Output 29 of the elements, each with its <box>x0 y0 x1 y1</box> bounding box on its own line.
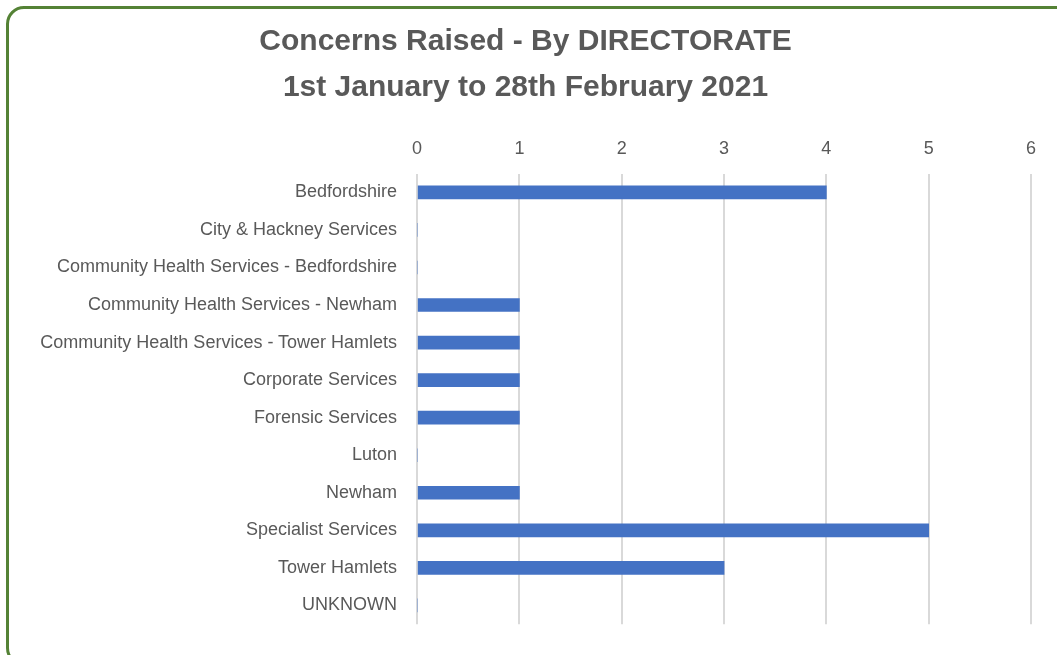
y-tick-label: Luton <box>352 444 398 465</box>
y-tick-label: Specialist Services <box>246 519 398 540</box>
bar <box>417 410 520 425</box>
y-tick-label: City & Hackney Services <box>200 218 398 239</box>
x-tick-label: 0 <box>412 137 423 158</box>
y-tick-label: UNKNOWN <box>302 594 398 615</box>
x-tick-label: 6 <box>1025 137 1037 158</box>
chart-subtitle: 1st January to 28th February 2021 <box>282 69 769 103</box>
bar <box>417 335 520 350</box>
y-tick-label: Bedfordshire <box>295 181 398 202</box>
bar <box>417 298 520 312</box>
bar <box>417 373 520 387</box>
y-tick-label: Forensic Services <box>254 406 398 427</box>
y-tick-label: Community Health Services - Newham <box>88 293 398 314</box>
y-tick-label: Community Health Services - Tower Hamlets <box>40 331 398 352</box>
y-tick-label: Corporate Services <box>243 369 398 390</box>
bar <box>417 185 827 200</box>
bar <box>417 485 520 500</box>
x-tick-label: 3 <box>719 137 730 158</box>
bar <box>417 523 930 538</box>
y-tick-label: Community Health Services - Bedfordshire <box>56 256 398 277</box>
x-tick-label: 4 <box>821 137 832 158</box>
chart-title: Concerns Raised - By DIRECTORATE <box>259 23 792 57</box>
x-tick-label: 5 <box>923 137 934 158</box>
y-tick-label: Tower Hamlets <box>278 556 398 577</box>
x-tick-label: 1 <box>514 137 525 158</box>
x-tick-label: 2 <box>616 137 627 158</box>
y-tick-label: Newham <box>326 481 398 502</box>
bar <box>417 561 725 575</box>
